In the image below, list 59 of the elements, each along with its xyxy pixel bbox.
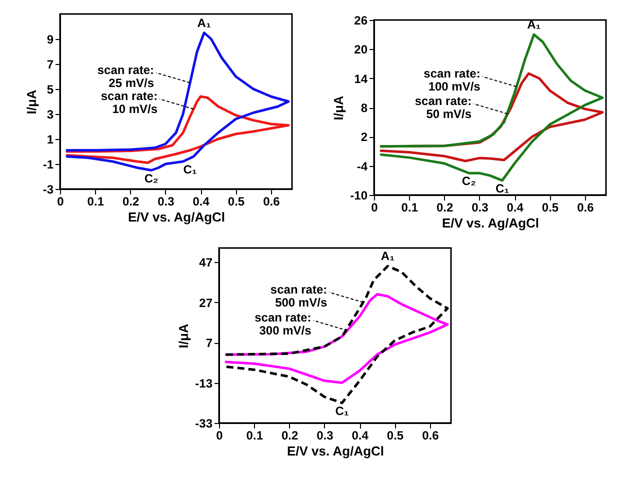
y-tick-label: -13 (194, 376, 212, 390)
annotation: A₁ (526, 18, 540, 32)
x-tick-label: 0 (216, 428, 223, 442)
y-axis-title: I/μA (330, 95, 346, 120)
x-tick-label: 0 (57, 194, 64, 208)
annotation: C₁ (494, 181, 509, 196)
x-tick-label: 0.6 (263, 194, 280, 208)
x-tick-label: 0.2 (436, 200, 453, 214)
x-axis-title: E/V vs. Ag/AgCl (128, 210, 226, 224)
x-axis-title: E/V vs. Ag/AgCl (441, 216, 539, 230)
y-tick-label: 9 (46, 32, 54, 46)
x-tick-label: 0.3 (471, 200, 488, 214)
y-tick-label: -4 (356, 159, 368, 174)
y-tick-label: 8 (360, 101, 368, 115)
y-tick-label: 20 (354, 42, 368, 57)
x-tick-label: 0.4 (351, 428, 368, 442)
annotation: A₁ (197, 16, 211, 30)
x-tick-label: 0.6 (422, 428, 439, 442)
annotation: scan rate: 10 mV/s (100, 89, 158, 116)
y-tick-label: 5 (46, 82, 54, 96)
y-axis-title: I/μA (176, 323, 191, 348)
y-tick-label: 47 (198, 256, 212, 270)
x-tick-label: 0.6 (576, 200, 594, 214)
annotation: scan rate: 300 mV/s (254, 310, 312, 338)
x-tick-label: 0.3 (316, 428, 334, 442)
line-series (224, 264, 448, 404)
x-tick-label: 0.4 (506, 200, 524, 214)
x-tick-label: 0.1 (246, 428, 263, 442)
y-tick-label: 3 (46, 108, 54, 122)
y-tick-label: 7 (46, 58, 54, 72)
x-tick-label: 0.1 (87, 194, 104, 208)
annotation: C₁ (334, 404, 348, 418)
y-tick-label: 26 (354, 14, 368, 28)
annotation: C₂ (144, 171, 158, 186)
y-tick-label: 1 (46, 132, 54, 146)
y-tick-label: -1 (42, 158, 54, 172)
y-tick-label: 14 (354, 72, 368, 86)
x-tick-label: 0.5 (386, 428, 404, 442)
x-tick-label: 0.3 (158, 194, 175, 208)
x-tick-label: 0.5 (228, 194, 245, 208)
y-tick-label: 27 (198, 296, 212, 310)
x-tick-label: 0.1 (400, 200, 418, 214)
y-tick-label: -33 (194, 416, 212, 430)
annotation: scan rate: 50 mV/s (414, 94, 472, 121)
annotation: A₁ (380, 249, 394, 264)
y-axis-title: I/μA (24, 89, 39, 114)
annotation: C₂ (461, 174, 476, 188)
annotation: scan rate: 500 mV/s (270, 282, 327, 310)
x-tick-label: 0 (370, 200, 378, 214)
y-tick-label: 7 (205, 336, 212, 350)
y-tick-label: -3 (42, 182, 54, 196)
y-tick-label: 2 (360, 130, 368, 144)
x-tick-label: 0.4 (192, 194, 210, 208)
x-tick-label: 0.2 (122, 194, 140, 208)
y-tick-label: -10 (350, 188, 368, 202)
x-tick-label: 0.5 (541, 200, 558, 214)
annotation: C₁ (183, 162, 197, 176)
x-tick-label: 0.2 (280, 428, 298, 442)
x-axis-title: E/V vs. Ag/AgCl (286, 444, 384, 458)
